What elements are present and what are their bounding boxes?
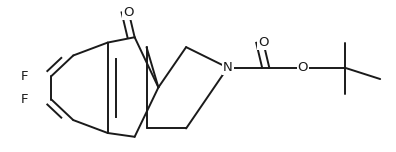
Text: O: O	[258, 36, 268, 49]
Text: F: F	[21, 69, 28, 83]
Text: O: O	[298, 61, 308, 74]
Text: N: N	[223, 61, 232, 74]
Text: F: F	[21, 93, 28, 106]
Text: O: O	[124, 6, 134, 19]
